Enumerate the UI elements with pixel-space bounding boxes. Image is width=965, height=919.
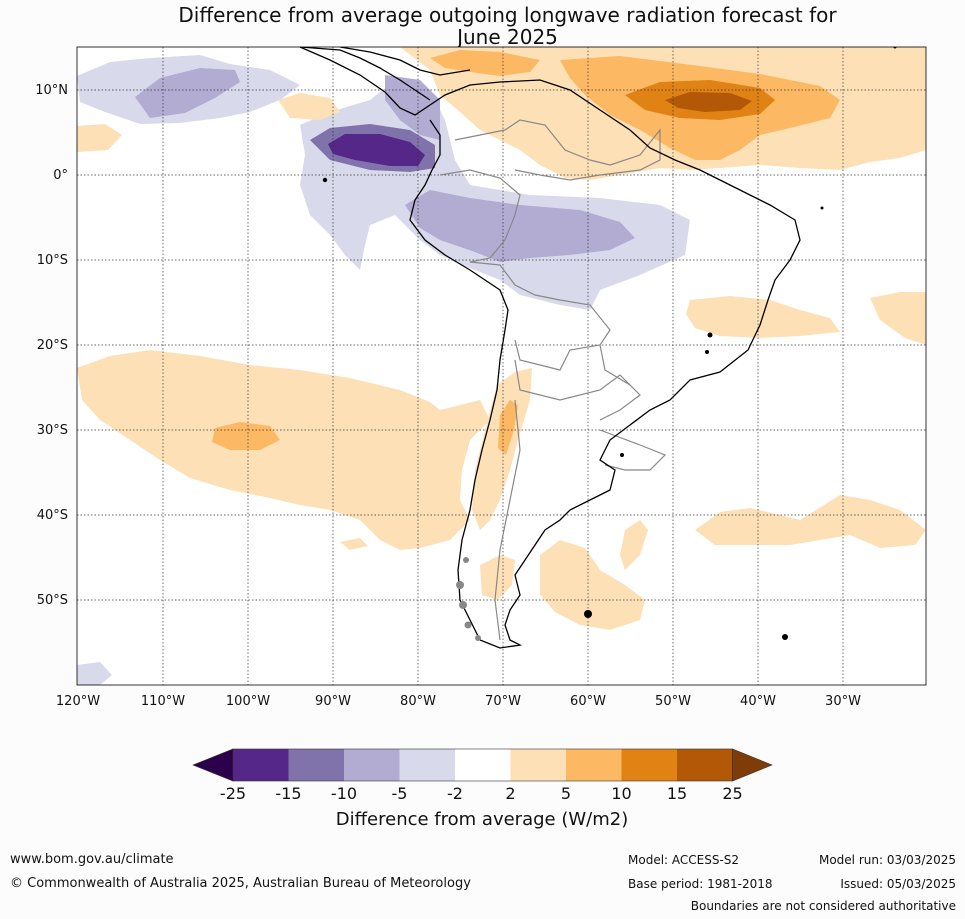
shade-pos-5-10-caribbean	[430, 50, 540, 76]
shade-pos-15-25-atlantic	[665, 92, 752, 112]
colorbar-tick-label: -2	[447, 784, 463, 803]
base-period: Base period: 1981-2018	[628, 877, 773, 891]
issued-date: Issued: 05/03/2025	[840, 877, 956, 891]
coastline-caribbean-north	[339, 47, 471, 76]
colorbar-tick-label: 25	[722, 784, 742, 803]
lon-label: 60°W	[570, 694, 606, 709]
shade-pos-2-5-far-south-atlantic	[695, 495, 926, 548]
colorbar-swatch	[455, 749, 511, 781]
lon-label: 80°W	[400, 694, 436, 709]
copyright-text: © Commonwealth of Australia 2025, Austra…	[10, 876, 471, 891]
shade-neg-2-5-far-south	[77, 662, 112, 685]
coastline-central-america	[299, 47, 431, 101]
title-line-1: Difference from average outgoing longwav…	[178, 3, 837, 27]
colorbar-title: Difference from average (W/m2)	[336, 809, 628, 830]
anomaly-shading	[77, 47, 926, 685]
colorbar-tick-label: -10	[331, 784, 357, 803]
colorbar-tick-label: 2	[505, 784, 515, 803]
colorbar-tick-label: 10	[611, 784, 631, 803]
colorbar-tick-label: 15	[667, 784, 687, 803]
lon-label: 50°W	[655, 694, 691, 709]
colorbar-tick-label: -15	[275, 784, 301, 803]
colorbar-swatch	[621, 749, 677, 781]
longitude-labels: 120°W 110°W 100°W 90°W 80°W 70°W 60°W 50…	[56, 694, 861, 709]
country-boundaries	[439, 119, 667, 641]
lon-label: 90°W	[315, 694, 351, 709]
lon-label: 100°W	[226, 694, 270, 709]
colorbar: -25 -15 -10 -5 -2 2 5 10 15 25 Differenc…	[192, 748, 773, 830]
lon-label: 70°W	[485, 694, 521, 709]
map-frame	[76, 46, 927, 686]
lat-label: 10°S	[37, 253, 68, 268]
shade-neg-5-10-amazon	[405, 190, 635, 262]
coastlines	[299, 47, 801, 649]
shade-neg-15-25-eastern-pacific	[328, 134, 425, 166]
boundaries-disclaimer: Boundaries are not considered authoritat…	[690, 899, 956, 913]
shade-pos-2-5-far-west	[77, 124, 122, 152]
shade-pos-2-5-atlantic-strip	[620, 520, 648, 570]
shade-pos-2-5-small-pacific	[340, 538, 368, 550]
gridlines	[77, 47, 926, 685]
lat-label: 0°	[53, 168, 68, 183]
shade-pos-2-5-pacific-north	[278, 93, 340, 120]
lat-label: 40°S	[37, 508, 68, 523]
lat-label: 50°S	[37, 593, 68, 608]
colorbar-swatch	[399, 749, 455, 781]
shade-neg-5-10-pacific-west	[135, 68, 240, 118]
shade-pos-2-5-south-atlantic	[540, 540, 645, 630]
map-panel	[76, 46, 927, 686]
latitude-labels: 10°N 0° 10°S 20°S 30°S 40°S 50°S	[35, 83, 68, 608]
colorbar-over-arrow	[732, 748, 773, 782]
colorbar-swatch	[677, 749, 733, 781]
lat-label: 10°N	[35, 83, 68, 98]
shade-pos-2-5-south-pacific	[77, 350, 490, 550]
colorbar-under-arrow	[192, 748, 234, 782]
shade-pos-5-10-south-pacific	[212, 422, 280, 450]
model-name: Model: ACCESS-S2	[628, 853, 740, 867]
colorbar-tick-label: -25	[220, 784, 246, 803]
colorbar-swatch	[233, 749, 289, 781]
map-title: Difference from average outgoing longwav…	[0, 4, 965, 48]
shade-pos-5-10-andes	[498, 400, 518, 455]
colorbar-outline	[232, 748, 733, 782]
lat-label: 20°S	[37, 338, 68, 353]
shade-neg-5-10-panama	[385, 75, 440, 140]
colorbar-swatch	[566, 749, 622, 781]
colorbar-swatch	[510, 749, 566, 781]
colorbar-tick-label: -5	[392, 784, 408, 803]
chile-archipelago	[456, 557, 481, 641]
lon-label: 30°W	[825, 694, 861, 709]
colorbar-tick-label: 5	[561, 784, 571, 803]
islands	[322, 47, 897, 640]
model-run-date: Model run: 03/03/2025	[818, 853, 956, 867]
title-line-2: June 2025	[457, 25, 558, 49]
lon-label: 120°W	[56, 694, 100, 709]
lat-label: 30°S	[37, 423, 68, 438]
website-link[interactable]: www.bom.gov.au/climate	[10, 852, 174, 867]
lon-label: 40°W	[740, 694, 776, 709]
shade-pos-2-5-atlantic-east-south	[870, 292, 926, 345]
colorbar-swatch	[288, 749, 344, 781]
colorbar-swatch	[344, 749, 400, 781]
coastline-south-america	[299, 47, 801, 649]
lon-label: 110°W	[141, 694, 185, 709]
